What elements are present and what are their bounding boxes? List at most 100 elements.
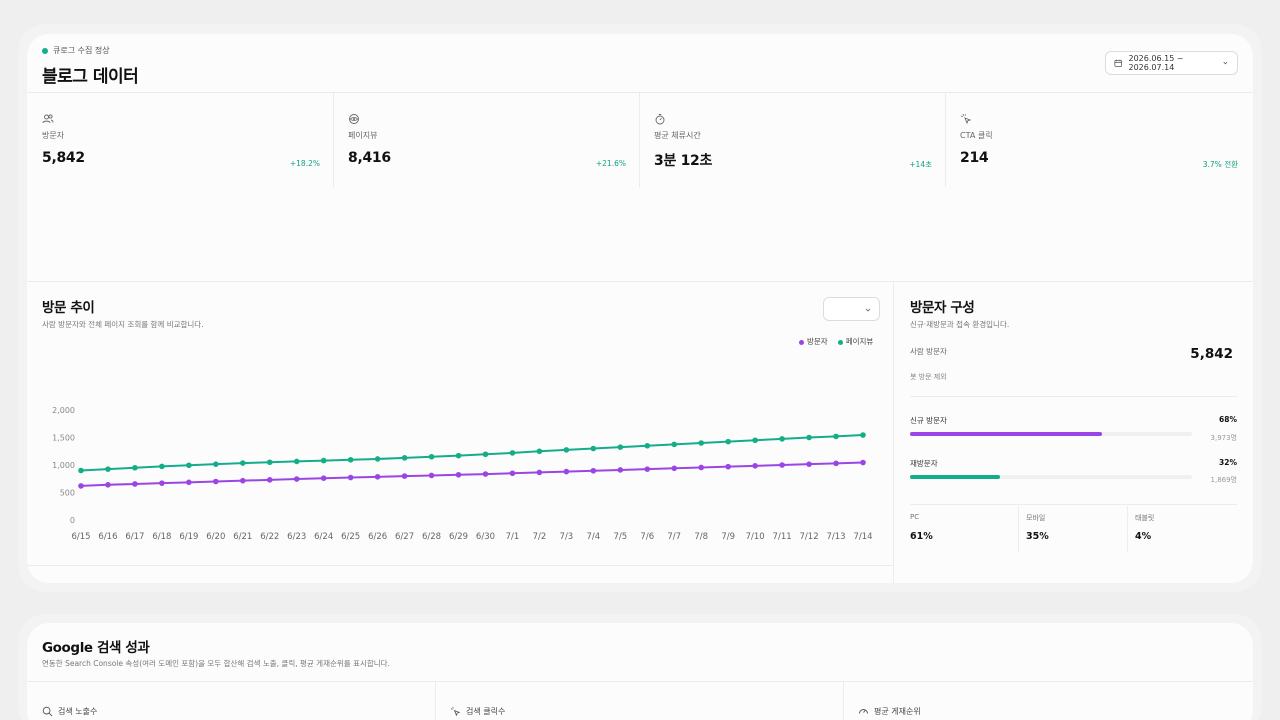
returning-visitors-count: 1,869명 [1210, 476, 1237, 484]
kpi-label-cta: CTA 클릭 [960, 131, 993, 140]
visits-line-chart: 2,000 1,500 1,000 500 0 6/15 6/16 6/17 6/18 6/19 6… [52, 406, 872, 542]
data-point[interactable] [644, 466, 651, 472]
data-point[interactable] [617, 467, 624, 473]
data-point[interactable] [293, 476, 300, 482]
data-point[interactable] [860, 432, 866, 438]
kpi-value-cta: 214 [960, 150, 989, 166]
kpi-delta-pageviews: +21.6% [595, 159, 626, 168]
data-point[interactable] [401, 473, 408, 479]
data-point[interactable] [239, 460, 246, 466]
data-point[interactable] [482, 451, 489, 458]
divider [910, 396, 1237, 397]
y-tick-label: 1,500 [52, 434, 75, 443]
data-point[interactable] [78, 467, 84, 474]
data-point[interactable] [698, 464, 705, 471]
x-tick-label: 6/21 [233, 532, 252, 542]
data-point[interactable] [563, 468, 570, 475]
trend-title: 방문 추이 [42, 300, 95, 316]
cursor-click-icon [960, 110, 972, 129]
data-point[interactable] [186, 462, 192, 469]
divider [843, 682, 844, 720]
data-point[interactable] [698, 440, 705, 446]
data-point[interactable] [239, 477, 246, 484]
divider [435, 682, 436, 720]
data-point[interactable] [509, 450, 516, 456]
divider [893, 282, 894, 583]
stopwatch-icon [654, 110, 666, 129]
data-point[interactable] [617, 444, 624, 450]
data-point[interactable] [105, 466, 111, 472]
data-point[interactable] [536, 448, 543, 455]
data-point[interactable] [159, 480, 165, 486]
data-point[interactable] [132, 481, 138, 487]
data-point[interactable] [482, 471, 489, 477]
data-point[interactable] [455, 452, 462, 459]
data-point[interactable] [266, 477, 273, 483]
blog-data-card: 큐로그 수집 정상 블로그 데이터 2026.06.15 ~ 2026.07.1… [27, 34, 1253, 583]
data-point[interactable] [671, 465, 678, 472]
data-point[interactable] [509, 470, 516, 477]
data-point[interactable] [213, 478, 219, 485]
data-point[interactable] [671, 441, 678, 448]
data-point[interactable] [752, 437, 758, 444]
device-label-pc: PC [910, 513, 920, 521]
data-point[interactable] [590, 467, 597, 474]
data-point[interactable] [347, 456, 354, 463]
data-point[interactable] [428, 472, 435, 479]
data-point[interactable] [374, 456, 381, 462]
x-tick-label: 7/14 [853, 532, 872, 542]
x-tick-label: 6/19 [179, 532, 198, 542]
divider [333, 93, 334, 187]
device-label-mobile: 모바일 [1026, 514, 1046, 522]
x-tick-label: 7/1 [506, 532, 520, 542]
x-tick-label: 6/22 [260, 532, 279, 542]
data-point[interactable] [186, 479, 192, 486]
data-point[interactable] [374, 474, 381, 480]
kpi-value-avg-time: 3분 12초 [654, 153, 713, 169]
data-point[interactable] [806, 434, 812, 441]
chevron-down-icon [1223, 61, 1228, 65]
kpi-delta-avg-time: +14초 [909, 160, 932, 169]
x-tick-label: 6/16 [98, 532, 117, 542]
data-point[interactable] [159, 463, 165, 470]
trend-range-select[interactable] [823, 297, 880, 321]
x-tick-label: 6/24 [314, 532, 333, 542]
people-visitors-value: 5,842 [1190, 346, 1233, 362]
data-point[interactable] [725, 438, 731, 445]
data-point[interactable] [833, 433, 839, 440]
data-point[interactable] [132, 464, 138, 471]
kpi-value-pageviews: 8,416 [348, 150, 391, 166]
chart-legend: 방문자 페이지뷰 [799, 336, 873, 347]
data-point[interactable] [644, 442, 651, 449]
date-range-picker[interactable]: 2026.06.15 ~ 2026.07.14 [1105, 51, 1238, 75]
data-point[interactable] [563, 447, 570, 453]
series-line-1 [80, 434, 864, 472]
data-point[interactable] [401, 455, 408, 461]
divider [910, 504, 1237, 505]
data-point[interactable] [266, 459, 273, 466]
data-point[interactable] [105, 482, 111, 488]
data-point[interactable] [78, 483, 84, 489]
data-point[interactable] [590, 445, 597, 452]
x-tick-label: 7/4 [587, 532, 601, 542]
data-point[interactable] [725, 463, 731, 470]
data-point[interactable] [833, 460, 839, 467]
data-point[interactable] [293, 458, 300, 465]
data-point[interactable] [213, 461, 219, 467]
data-point[interactable] [536, 469, 543, 476]
x-tick-label: 7/3 [560, 532, 574, 542]
divider [27, 281, 1253, 282]
data-point[interactable] [428, 453, 435, 460]
data-point[interactable] [806, 461, 812, 467]
data-point[interactable] [779, 436, 785, 442]
x-tick-label: 7/5 [613, 532, 627, 542]
x-tick-label: 6/30 [476, 532, 495, 542]
kpi-label-pageviews: 페이지뷰 [348, 131, 378, 140]
data-point[interactable] [347, 474, 354, 481]
data-point[interactable] [860, 459, 866, 466]
data-point[interactable] [320, 475, 327, 481]
data-point[interactable] [455, 471, 462, 478]
data-point[interactable] [779, 462, 785, 468]
data-point[interactable] [320, 457, 327, 464]
data-point[interactable] [752, 463, 758, 469]
